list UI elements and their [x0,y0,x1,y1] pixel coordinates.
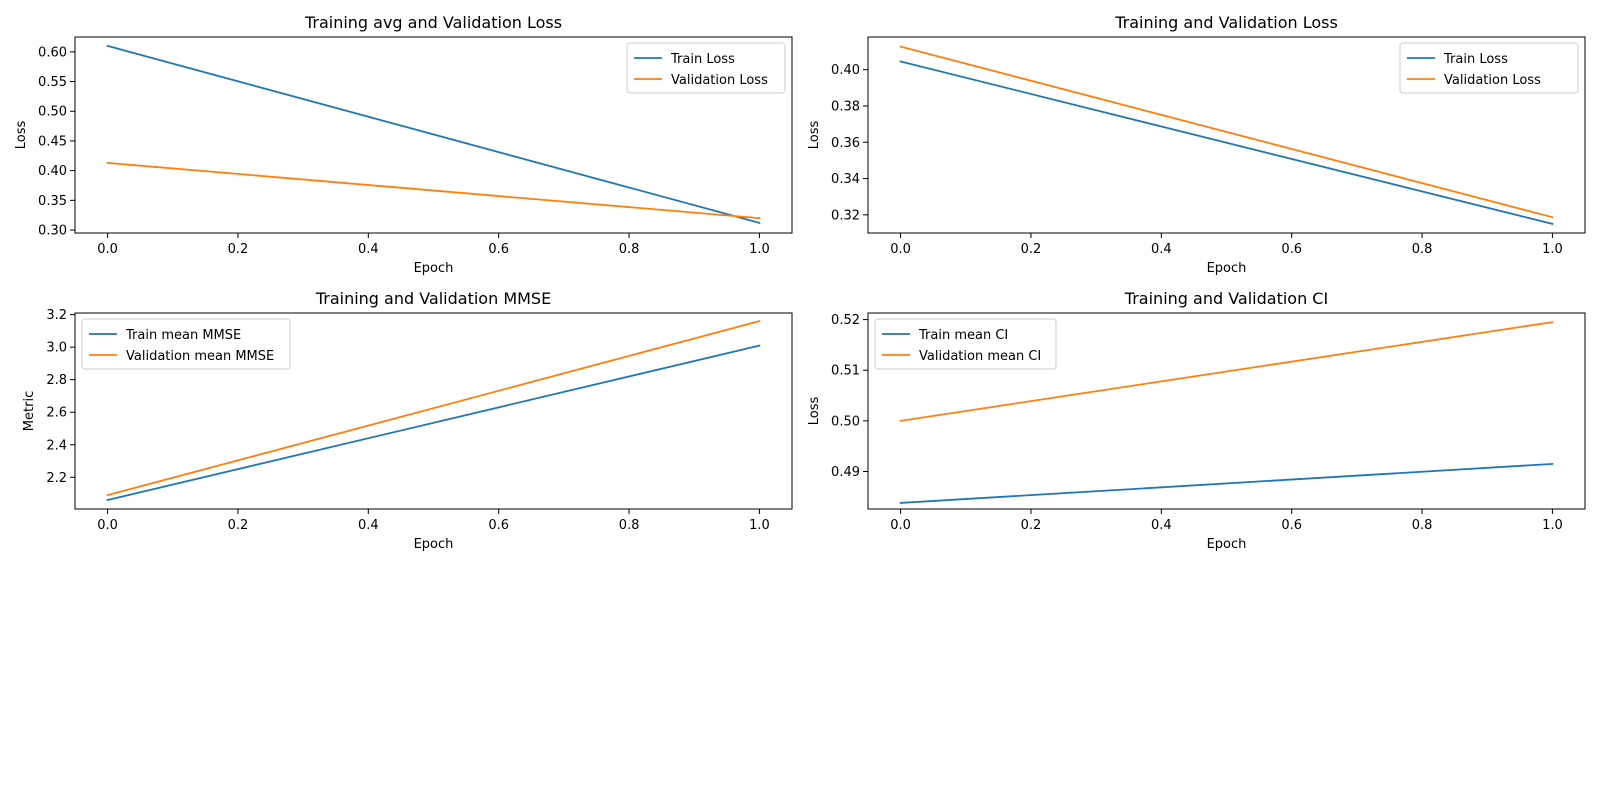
subplot-1: Training avg and Validation Loss 0.0 0.2 0.… [14,13,793,276]
x-tick-label: 0.2 [228,242,249,257]
legend-label: Validation mean CI [919,349,1041,364]
y-tick-label: 0.50 [831,414,860,429]
y-tick-label: 0.55 [38,75,67,90]
x-tick-label: 0.4 [358,518,379,533]
series-line-1 [106,44,761,225]
y-tick-label: 0.50 [38,105,67,120]
x-tick-label: 0.2 [228,518,249,533]
x-tick-label: 0.4 [358,242,379,257]
legend-box [81,318,291,370]
axes-frame [867,312,1586,510]
x-tick-label: 0.4 [1151,242,1172,257]
x-tick-label: 0.0 [97,242,118,257]
y-tick-label: 0.32 [831,208,860,223]
y-tick-label: 0.49 [831,465,860,480]
legend-box [1399,42,1579,94]
subplot-2: Training and Validation Loss 0.0 0.2 0.4 0.6… [807,13,1586,276]
y-tick-label: 0.45 [38,134,67,149]
x-axis-label: Epoch [1207,537,1247,552]
series-line-2 [899,321,1554,422]
y-tick-label: 0.30 [38,224,67,239]
legend: Train mean CI Validation mean CI [874,318,1057,370]
y-tick-label: 2.2 [46,471,67,486]
x-axis-label: Epoch [414,537,454,552]
x-tick-label: 0.8 [619,518,640,533]
y-axis-label: Metric [22,391,37,431]
series-line-1 [899,60,1554,226]
subplot-4: Training and Validation CI 0.0 0.2 0.4 0.6 0.… [807,289,1586,552]
x-tick-label: 0.2 [1021,518,1042,533]
legend-box [874,318,1057,370]
y-axis-label: Loss [807,397,822,426]
legend: Train Loss Validation Loss [1399,42,1579,94]
x-tick-label: 1.0 [1542,518,1563,533]
x-tick-label: 0.6 [1281,518,1302,533]
x-tick-label: 1.0 [1542,242,1563,257]
series-line-1 [899,462,1554,504]
legend-label: Train Loss [1443,52,1508,67]
axes-frame [74,312,793,510]
chart-title: Training and Validation CI [1124,289,1328,308]
legend-label: Validation Loss [671,73,768,88]
y-tick-label: 0.34 [831,172,860,187]
x-tick-label: 0.0 [890,242,911,257]
y-tick-label: 0.51 [831,364,860,379]
x-tick-label: 0.6 [1281,242,1302,257]
y-tick-label: 0.40 [38,164,67,179]
y-axis-label: Loss [807,121,822,150]
series-line-2 [106,320,761,497]
y-tick-label: 2.8 [46,373,67,388]
legend-label: Validation mean MMSE [126,349,274,364]
legend-label: Train mean MMSE [125,328,241,343]
x-tick-label: 0.8 [1412,518,1433,533]
chart-title: Training avg and Validation Loss [304,13,562,32]
series-line-2 [899,45,1554,219]
x-tick-label: 1.0 [749,518,770,533]
x-tick-label: 1.0 [749,242,770,257]
x-tick-label: 0.8 [1412,242,1433,257]
axes-frame [74,36,793,234]
x-tick-label: 0.4 [1151,518,1172,533]
y-tick-label: 2.6 [46,406,67,421]
y-tick-label: 0.52 [831,313,860,328]
chart-title: Training and Validation MMSE [315,289,551,308]
x-tick-label: 0.6 [488,518,509,533]
x-tick-label: 0.6 [488,242,509,257]
legend: Train Loss Validation Loss [626,42,786,94]
series-line-1 [106,344,761,502]
y-tick-label: 3.2 [46,308,67,323]
y-tick-label: 0.40 [831,63,860,78]
x-axis-label: Epoch [414,261,454,276]
y-axis-label: Loss [14,121,29,150]
x-axis-label: Epoch [1207,261,1247,276]
chart-title: Training and Validation Loss [1114,13,1338,32]
x-tick-label: 0.2 [1021,242,1042,257]
y-tick-label: 0.36 [831,136,860,151]
x-tick-label: 0.8 [619,242,640,257]
x-tick-label: 0.0 [890,518,911,533]
y-tick-label: 2.4 [46,438,67,453]
y-tick-label: 0.38 [831,99,860,114]
series-line-2 [106,161,761,220]
y-tick-label: 3.0 [46,341,67,356]
axes-frame [867,36,1586,234]
subplot-3: Training and Validation MMSE 0.0 0.2 0.4 0.6… [22,289,793,552]
y-tick-label: 0.60 [38,45,67,60]
x-tick-label: 0.0 [97,518,118,533]
legend: Train mean MMSE Validation mean MMSE [81,318,291,370]
legend-label: Train mean CI [918,328,1008,343]
legend-label: Train Loss [670,52,735,67]
y-tick-label: 0.35 [38,194,67,209]
legend-label: Validation Loss [1444,73,1541,88]
legend-box [626,42,786,94]
